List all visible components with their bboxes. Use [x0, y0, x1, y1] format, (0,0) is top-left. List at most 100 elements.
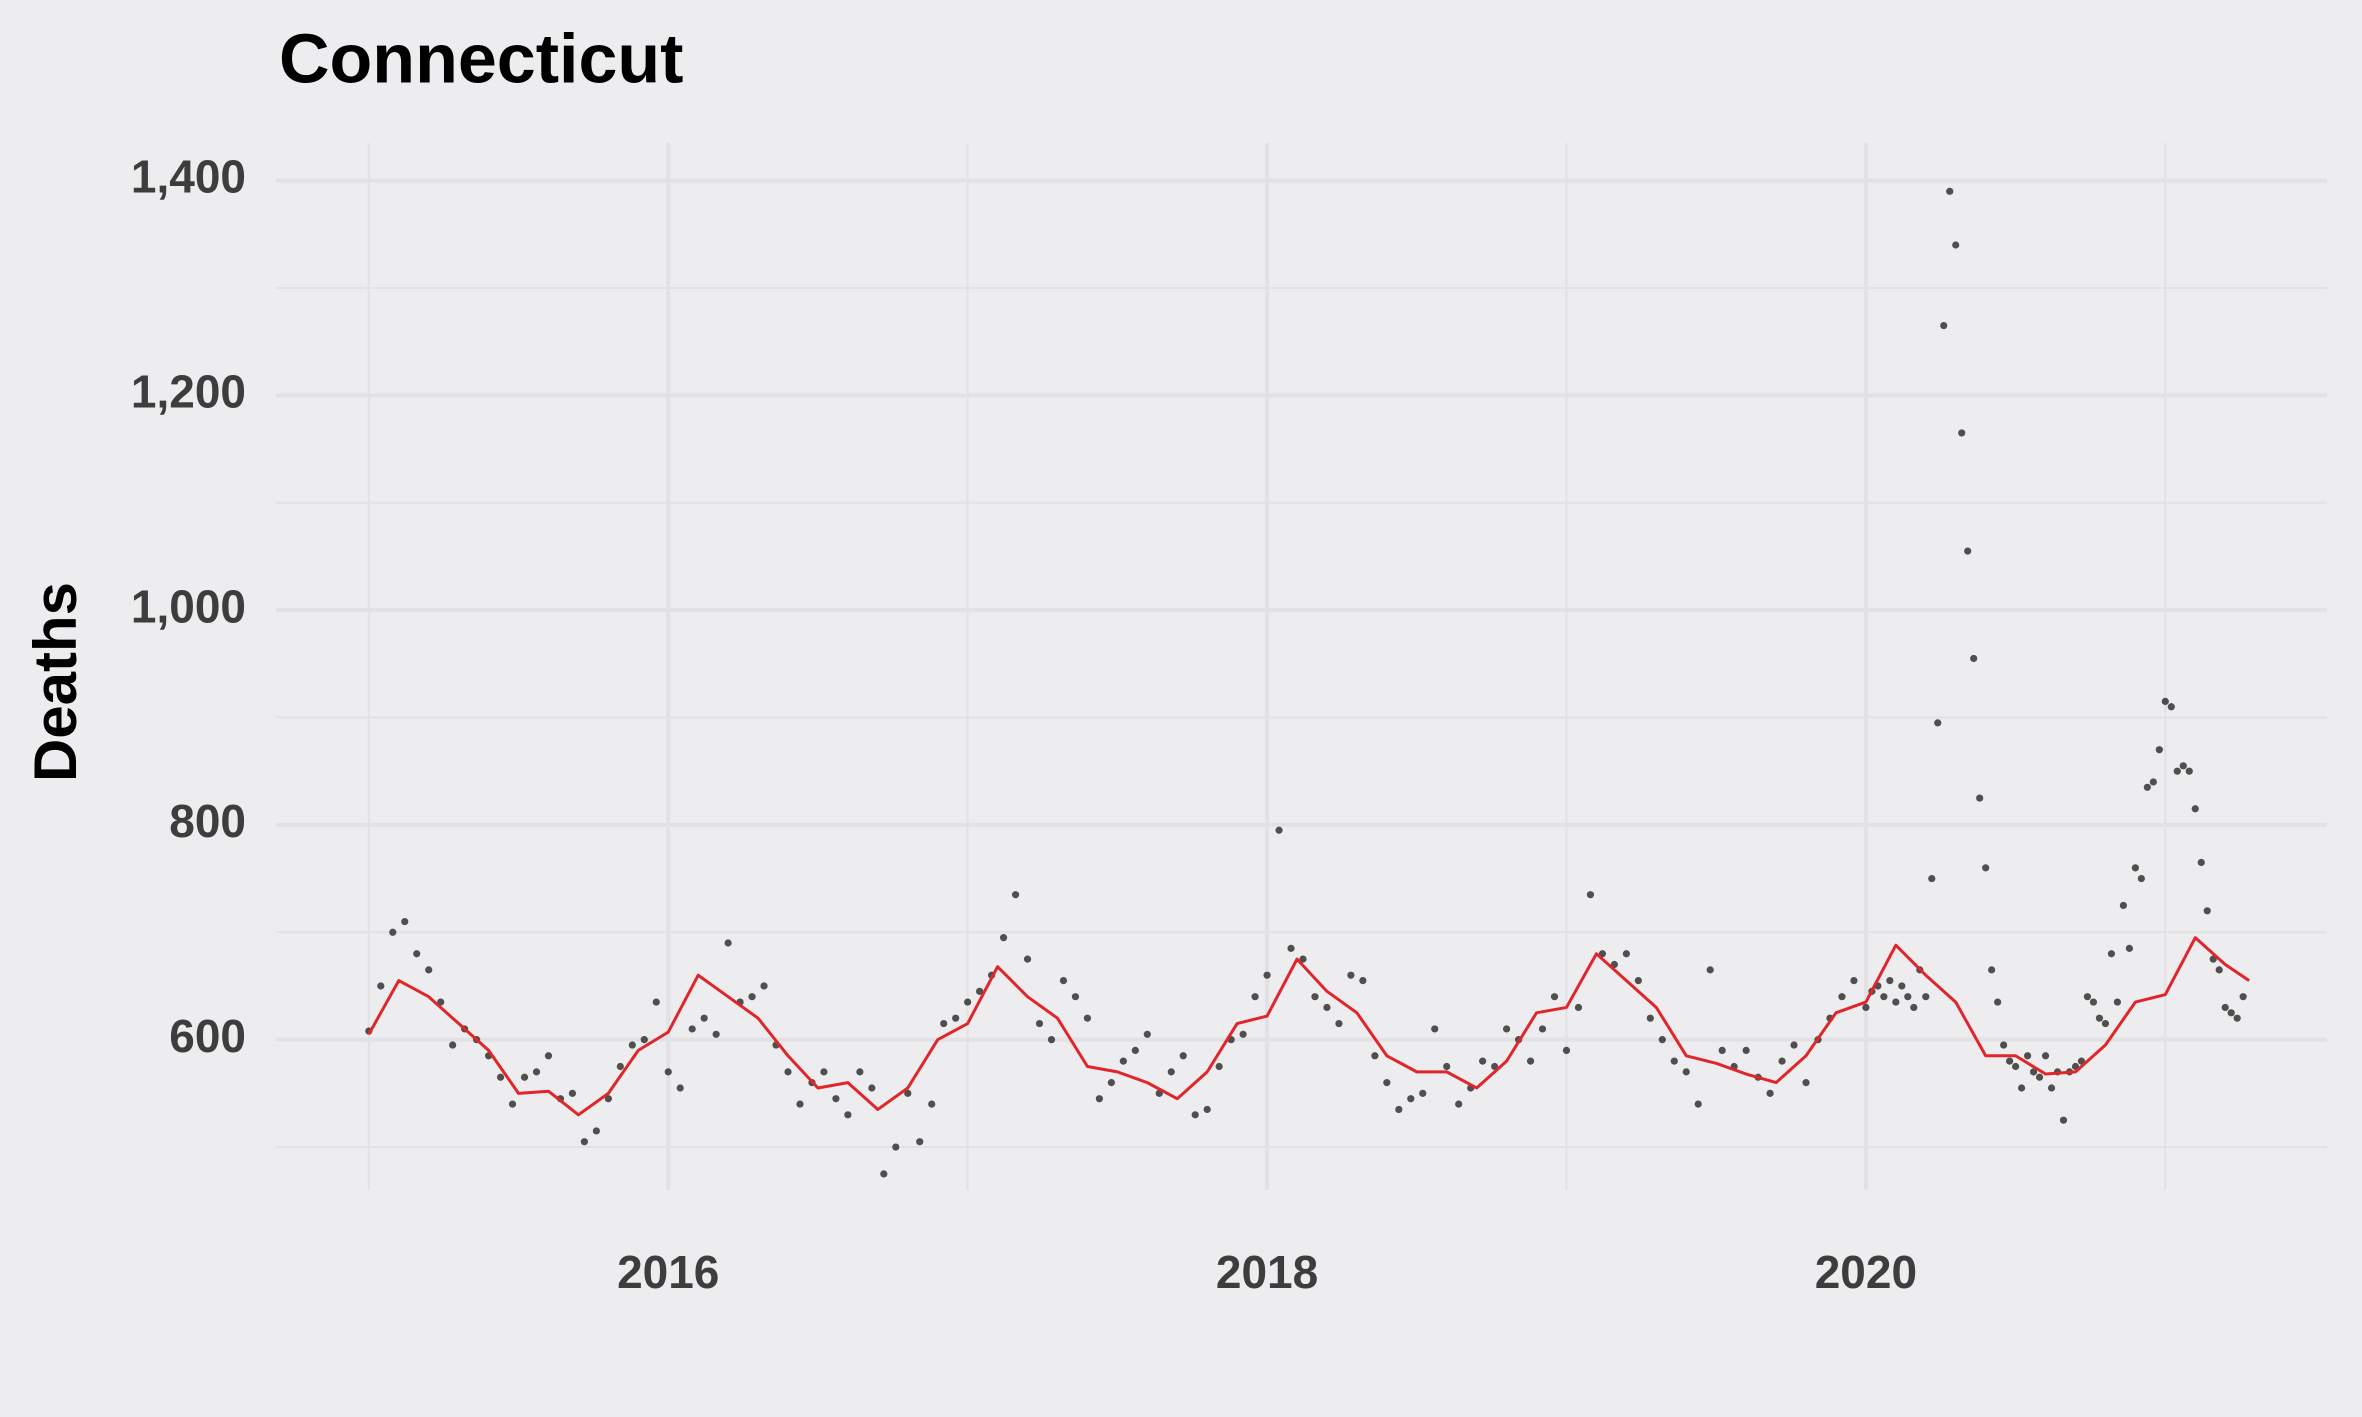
data-point	[544, 1052, 553, 1060]
data-point	[940, 1019, 948, 1028]
data-point	[832, 1095, 840, 1103]
x-tick-label: 2018	[1216, 1246, 1318, 1298]
data-point	[1982, 864, 1990, 872]
data-point	[389, 928, 397, 936]
y-tick-label: 1,000	[131, 580, 246, 632]
data-point	[1383, 1079, 1391, 1087]
data-point	[1359, 977, 1367, 985]
data-point	[892, 1143, 900, 1151]
data-point	[1107, 1079, 1115, 1087]
data-point	[1503, 1025, 1511, 1033]
y-tick-label: 1,400	[131, 151, 246, 203]
data-point	[664, 1068, 672, 1076]
data-point	[1586, 891, 1595, 899]
data-point	[1431, 1025, 1439, 1033]
data-point	[1574, 1003, 1583, 1012]
data-point	[2197, 858, 2205, 867]
data-point	[1335, 1019, 1343, 1028]
data-point	[1167, 1068, 1175, 1076]
data-point	[2059, 1116, 2068, 1124]
data-point	[1778, 1057, 1786, 1065]
data-point	[1976, 794, 1984, 802]
data-point	[1131, 1046, 1139, 1054]
data-point	[1347, 971, 1355, 979]
data-point	[952, 1014, 960, 1022]
data-point	[1658, 1036, 1666, 1044]
data-point	[1275, 826, 1283, 834]
data-point	[1119, 1057, 1127, 1065]
y-tick-label: 1,200	[131, 366, 246, 418]
data-point	[1407, 1095, 1415, 1103]
data-point	[2215, 966, 2223, 974]
data-point	[1479, 1057, 1487, 1065]
data-point	[640, 1036, 648, 1044]
data-point	[2191, 805, 2199, 813]
data-point	[1526, 1057, 1535, 1065]
data-point	[2083, 993, 2092, 1001]
data-point	[928, 1100, 936, 1108]
data-point	[2017, 1084, 2026, 1092]
data-point	[1958, 429, 1966, 437]
data-point	[1179, 1052, 1187, 1060]
data-point	[520, 1073, 529, 1081]
data-point	[1095, 1095, 1103, 1103]
data-point	[2023, 1052, 2032, 1060]
data-point	[904, 1089, 912, 1097]
data-point	[1059, 977, 1068, 985]
data-point	[2227, 1009, 2235, 1017]
data-point	[1562, 1046, 1571, 1054]
data-point	[700, 1014, 708, 1022]
data-point	[2149, 778, 2157, 786]
data-point	[1850, 977, 1858, 985]
data-point	[844, 1111, 852, 1119]
data-point	[1395, 1105, 1403, 1114]
data-point	[916, 1138, 924, 1146]
data-point	[532, 1068, 541, 1076]
plot-area	[365, 187, 2250, 1178]
data-point	[2113, 998, 2122, 1006]
data-point	[2239, 993, 2247, 1001]
data-point	[508, 1100, 517, 1108]
data-point	[2012, 1062, 2020, 1071]
data-point	[1035, 1019, 1044, 1028]
data-point	[2119, 901, 2127, 910]
data-point	[1682, 1068, 1690, 1076]
data-point	[1946, 187, 1954, 195]
data-point	[688, 1025, 696, 1033]
data-point	[401, 917, 409, 926]
y-tick-label: 600	[169, 1010, 246, 1062]
data-point	[2131, 864, 2139, 872]
data-point	[2035, 1073, 2044, 1081]
data-point	[1988, 966, 1996, 974]
data-point	[1970, 654, 1978, 663]
data-point	[1922, 993, 1930, 1001]
data-point	[1838, 993, 1846, 1001]
data-point	[676, 1084, 684, 1092]
data-point	[2089, 998, 2098, 1006]
data-point	[1994, 998, 2002, 1006]
data-point	[1886, 977, 1894, 985]
data-point	[1071, 993, 1080, 1001]
data-point	[1952, 241, 1960, 249]
data-point	[652, 998, 660, 1006]
data-point	[2041, 1052, 2050, 1060]
data-point	[604, 1095, 612, 1103]
data-point	[1263, 971, 1271, 979]
data-point	[2107, 950, 2116, 958]
data-point	[1023, 955, 1032, 963]
data-point	[1766, 1089, 1774, 1097]
data-point	[880, 1170, 888, 1178]
data-point	[580, 1138, 588, 1146]
data-point	[2047, 1084, 2056, 1092]
data-point	[1862, 1003, 1870, 1012]
data-point	[1910, 1003, 1918, 1012]
data-point	[2203, 907, 2211, 915]
data-point	[592, 1127, 600, 1135]
data-point	[1718, 1046, 1726, 1054]
data-point	[1964, 547, 1972, 555]
data-point	[748, 993, 756, 1001]
data-point	[413, 950, 421, 958]
data-point	[1251, 993, 1259, 1001]
data-point	[1928, 874, 1936, 883]
